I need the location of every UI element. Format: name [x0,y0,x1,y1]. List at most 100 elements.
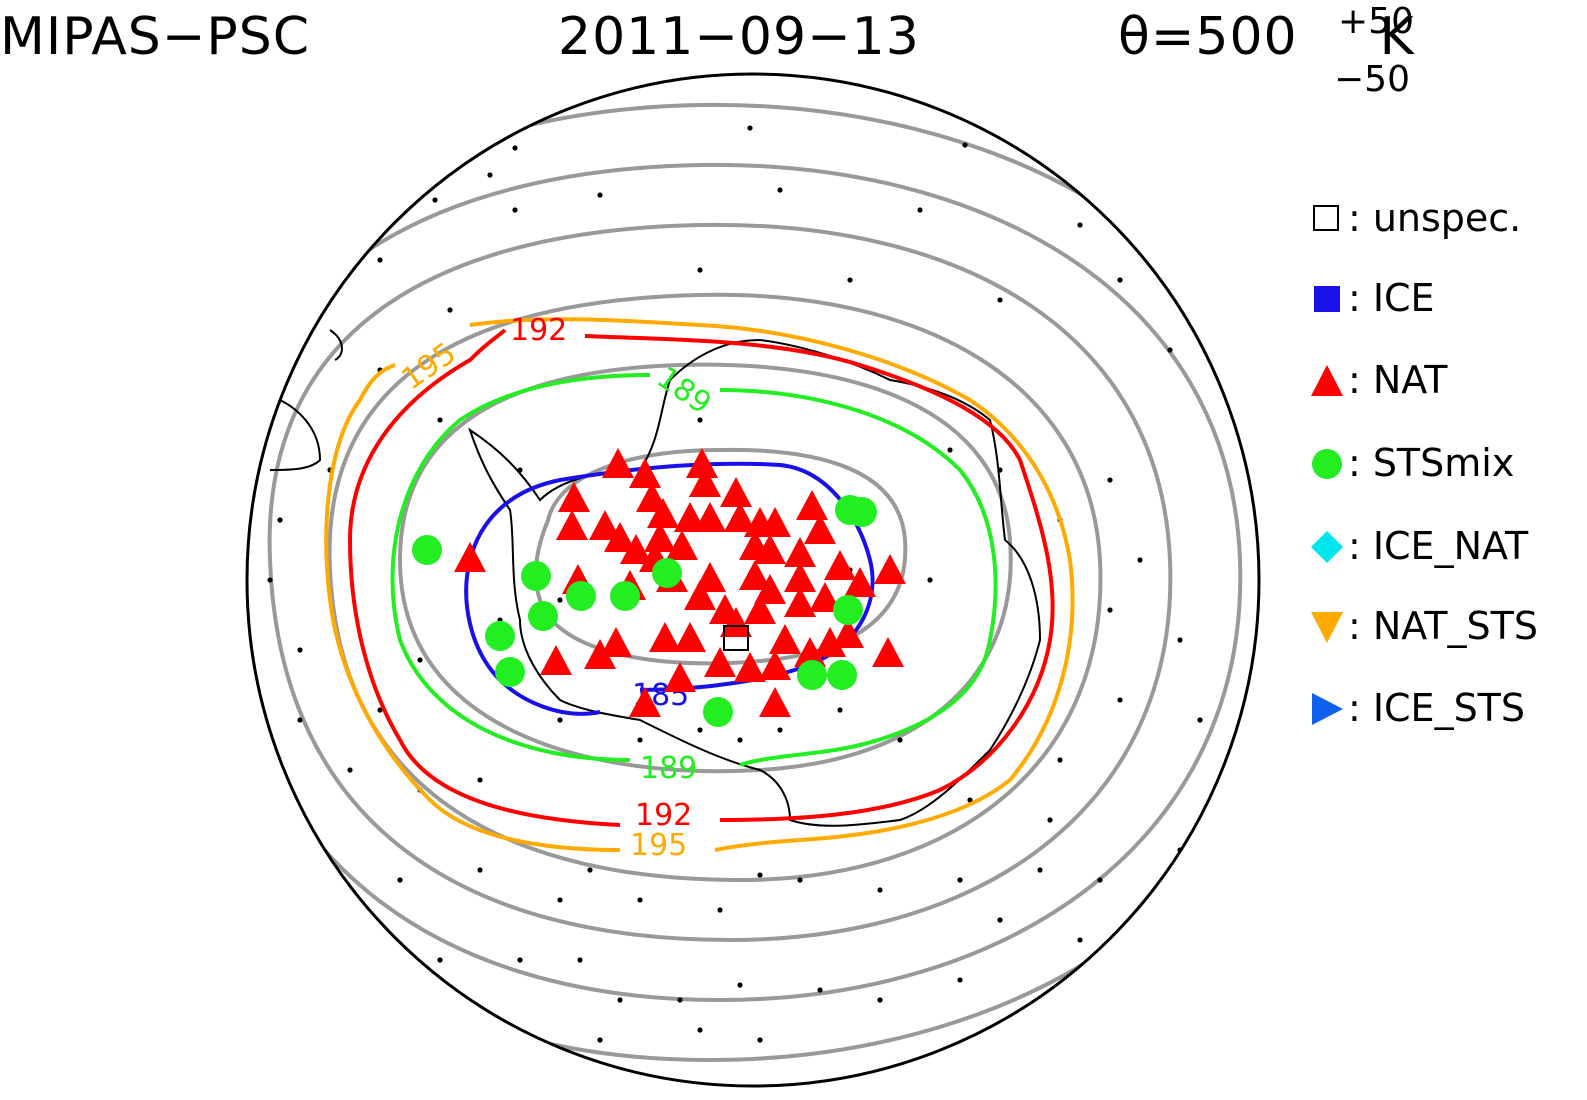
measurement-point [877,997,883,1003]
temperature-contours [247,102,1259,1063]
measurement-point [1107,607,1113,613]
measurement-point [997,297,1003,303]
nat-marker [649,622,681,652]
measurement-point [597,1037,603,1043]
contour-label-189: 189 [650,360,717,422]
contour-label-195: 195 [630,828,687,863]
coastline [269,329,1042,827]
nat-marker [629,687,661,717]
measurement-point [557,717,563,723]
measurement-point [697,727,703,733]
nat-marker [769,624,801,654]
legend-label: unspec. [1372,196,1522,240]
measurement-point [877,887,883,893]
measurement-point [477,777,483,783]
measurement-point [1077,222,1083,228]
measurement-point [1197,717,1203,723]
legend-item-stsmix: : STSmix [1310,441,1514,485]
sts-marker [827,660,857,690]
measurement-point [597,192,603,198]
measurement-point [487,172,493,178]
measurement-point [437,957,443,963]
measurement-point [277,517,283,523]
sts-marker [521,561,551,591]
diamond-icon [1310,529,1344,563]
nat-marker [629,458,661,488]
legend-item-ice: : ICE [1310,276,1435,320]
measurement-point [417,657,423,663]
nat-marker [602,448,634,478]
nat-marker [809,582,841,612]
contour-195 [324,317,1075,852]
measurement-points [257,125,1203,1043]
measurement-point [697,267,703,273]
nat-marker [814,627,846,657]
measurement-point [557,597,563,603]
measurement-point [737,737,743,743]
measurement-point [267,577,273,583]
measurement-point [447,307,453,313]
measurement-point [517,467,523,473]
antarctica-coast [468,338,1042,827]
unspec-marker [723,625,749,651]
nat-marker [644,522,676,552]
measurement-point [757,1037,763,1043]
theta-title: θ=500 K [1118,6,1415,68]
measurement-point [1117,277,1123,283]
nat-marker [558,482,590,512]
nat-marker [454,542,486,572]
measurement-point [737,982,743,988]
theta-value: θ=500 [1118,7,1298,67]
measurement-point [697,417,703,423]
measurement-point [257,417,263,423]
measurement-point [997,467,1003,473]
date-title: 2011−09−13 [558,7,920,67]
triangle-up-icon [1310,363,1344,397]
nat-marker [666,530,698,560]
sts-marker [652,558,682,588]
sts-marker [412,535,442,565]
measurement-point [337,917,343,923]
contour-label-192: 192 [510,313,567,348]
map-content [247,102,1259,1063]
measurement-point [957,977,963,983]
measurement-point [377,707,383,713]
sts-marker [566,581,596,611]
nat-marker [754,574,786,604]
measurement-point [1117,697,1123,703]
measurement-point [947,447,953,453]
nat-marker [589,510,621,540]
legend-colon: : [1348,358,1361,402]
legend-item-ice-nat: : ICE_NAT [1310,524,1528,568]
measurement-point [927,577,933,583]
nat-marker [674,622,706,652]
south-america-coast [269,329,343,471]
measurement-point [747,125,753,131]
measurement-point [1077,937,1083,943]
measurement-point [1177,637,1183,643]
legend-label: NAT [1372,358,1448,402]
measurement-point [577,957,583,963]
measurement-point [1097,877,1103,883]
globe-outline [245,72,1261,1088]
nat-marker [689,467,721,497]
contour-label-189: 189 [640,751,697,786]
sts-marker [528,601,558,631]
measurement-point [962,142,968,148]
measurement-point [512,207,518,213]
legend-item-nat: : NAT [1310,358,1448,402]
instrument-title: MIPAS−PSC [0,7,311,67]
nat-marker [872,637,904,667]
nat-marker [754,534,786,564]
measurement-point [377,257,383,263]
circle-icon [1310,446,1344,480]
nat-marker [744,594,776,624]
nat-marker [734,652,766,682]
measurement-point [432,197,438,203]
nat-marker [794,637,826,667]
nat-marker [759,650,791,680]
measurement-point [637,897,643,903]
nat-marker [874,554,906,584]
legend-label: NAT_STS [1372,604,1538,648]
